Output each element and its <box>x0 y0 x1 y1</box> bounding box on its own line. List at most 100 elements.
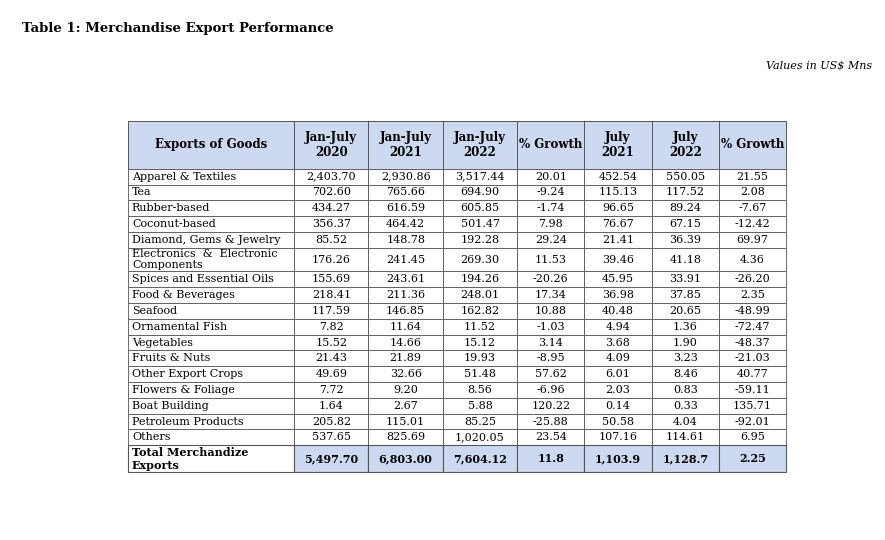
Text: 0.83: 0.83 <box>673 385 697 395</box>
Bar <box>517 303 584 319</box>
Bar <box>368 121 442 168</box>
Bar <box>584 216 651 232</box>
Text: -92.01: -92.01 <box>735 416 771 427</box>
Text: 57.62: 57.62 <box>535 369 566 379</box>
Text: Others: Others <box>132 433 171 442</box>
Bar <box>442 350 517 366</box>
Bar <box>442 366 517 382</box>
Text: Rubber-based: Rubber-based <box>132 203 211 213</box>
Bar <box>651 168 719 185</box>
Text: 2.25: 2.25 <box>739 453 766 464</box>
Text: -9.24: -9.24 <box>536 187 566 198</box>
Bar <box>651 248 719 272</box>
Bar <box>442 429 517 445</box>
Text: 51.48: 51.48 <box>464 369 496 379</box>
Bar <box>127 398 294 414</box>
Text: Vegetables: Vegetables <box>132 338 193 348</box>
Text: Petroleum Products: Petroleum Products <box>132 416 243 427</box>
Bar <box>517 366 584 382</box>
Text: Table 1: Merchandise Export Performance: Table 1: Merchandise Export Performance <box>22 22 334 35</box>
Text: Food & Beverages: Food & Beverages <box>132 290 235 300</box>
Text: 32.66: 32.66 <box>389 369 421 379</box>
Text: 6.95: 6.95 <box>740 433 765 442</box>
Bar <box>442 216 517 232</box>
Bar <box>442 287 517 303</box>
Bar <box>651 335 719 350</box>
Bar <box>517 248 584 272</box>
Text: 45.95: 45.95 <box>602 274 634 285</box>
Bar <box>651 216 719 232</box>
Text: 107.16: 107.16 <box>598 433 637 442</box>
Bar <box>584 414 651 429</box>
Bar <box>127 287 294 303</box>
Bar <box>127 216 294 232</box>
Text: -25.88: -25.88 <box>533 416 569 427</box>
Bar <box>584 366 651 382</box>
Bar <box>294 414 368 429</box>
Bar <box>294 303 368 319</box>
Bar <box>651 272 719 287</box>
Bar <box>127 366 294 382</box>
Text: 194.26: 194.26 <box>460 274 499 285</box>
Text: 2.03: 2.03 <box>605 385 630 395</box>
Bar <box>127 168 294 185</box>
Bar <box>127 429 294 445</box>
Text: 40.48: 40.48 <box>602 306 634 316</box>
Text: 1,020.05: 1,020.05 <box>455 433 504 442</box>
Text: -26.20: -26.20 <box>735 274 771 285</box>
Bar <box>651 429 719 445</box>
Text: -48.37: -48.37 <box>735 338 771 348</box>
Bar <box>368 200 442 216</box>
Bar <box>719 272 786 287</box>
Bar <box>719 319 786 335</box>
Text: 2,403.70: 2,403.70 <box>306 172 356 181</box>
Text: 85.25: 85.25 <box>464 416 496 427</box>
Bar <box>294 366 368 382</box>
Bar <box>517 446 584 472</box>
Text: 36.98: 36.98 <box>602 290 634 300</box>
Text: 36.39: 36.39 <box>669 235 701 245</box>
Text: 21.43: 21.43 <box>315 353 347 363</box>
Text: 1.36: 1.36 <box>673 322 697 332</box>
Text: -20.26: -20.26 <box>533 274 569 285</box>
Bar <box>127 350 294 366</box>
Bar <box>719 232 786 248</box>
Bar <box>719 200 786 216</box>
Text: 120.22: 120.22 <box>531 401 570 411</box>
Bar <box>719 398 786 414</box>
Text: Exports of Goods: Exports of Goods <box>155 138 267 151</box>
Text: 694.90: 694.90 <box>460 187 499 198</box>
Text: 115.01: 115.01 <box>386 416 425 427</box>
Bar <box>517 287 584 303</box>
Text: Coconut-based: Coconut-based <box>132 219 216 229</box>
Bar <box>442 382 517 398</box>
Text: 117.59: 117.59 <box>312 306 350 316</box>
Bar <box>294 398 368 414</box>
Text: 0.33: 0.33 <box>673 401 697 411</box>
Text: 20.01: 20.01 <box>535 172 566 181</box>
Text: -21.03: -21.03 <box>735 353 771 363</box>
Bar <box>294 319 368 335</box>
Bar <box>517 382 584 398</box>
Text: 10.88: 10.88 <box>535 306 566 316</box>
Text: 23.54: 23.54 <box>535 433 566 442</box>
Text: % Growth: % Growth <box>721 138 784 151</box>
Bar <box>368 185 442 200</box>
Text: 4.36: 4.36 <box>740 254 765 265</box>
Bar <box>127 335 294 350</box>
Bar <box>719 414 786 429</box>
Bar <box>651 319 719 335</box>
Bar <box>651 121 719 168</box>
Bar <box>127 232 294 248</box>
Text: 146.85: 146.85 <box>386 306 425 316</box>
Text: 4.94: 4.94 <box>605 322 630 332</box>
Bar <box>584 335 651 350</box>
Text: Diamond, Gems & Jewelry: Diamond, Gems & Jewelry <box>132 235 281 245</box>
Bar <box>368 366 442 382</box>
Bar <box>584 232 651 248</box>
Bar <box>368 382 442 398</box>
Bar <box>294 287 368 303</box>
Bar <box>127 272 294 287</box>
Text: Total Merchandize
Exports: Total Merchandize Exports <box>132 447 249 471</box>
Text: Fruits & Nuts: Fruits & Nuts <box>132 353 211 363</box>
